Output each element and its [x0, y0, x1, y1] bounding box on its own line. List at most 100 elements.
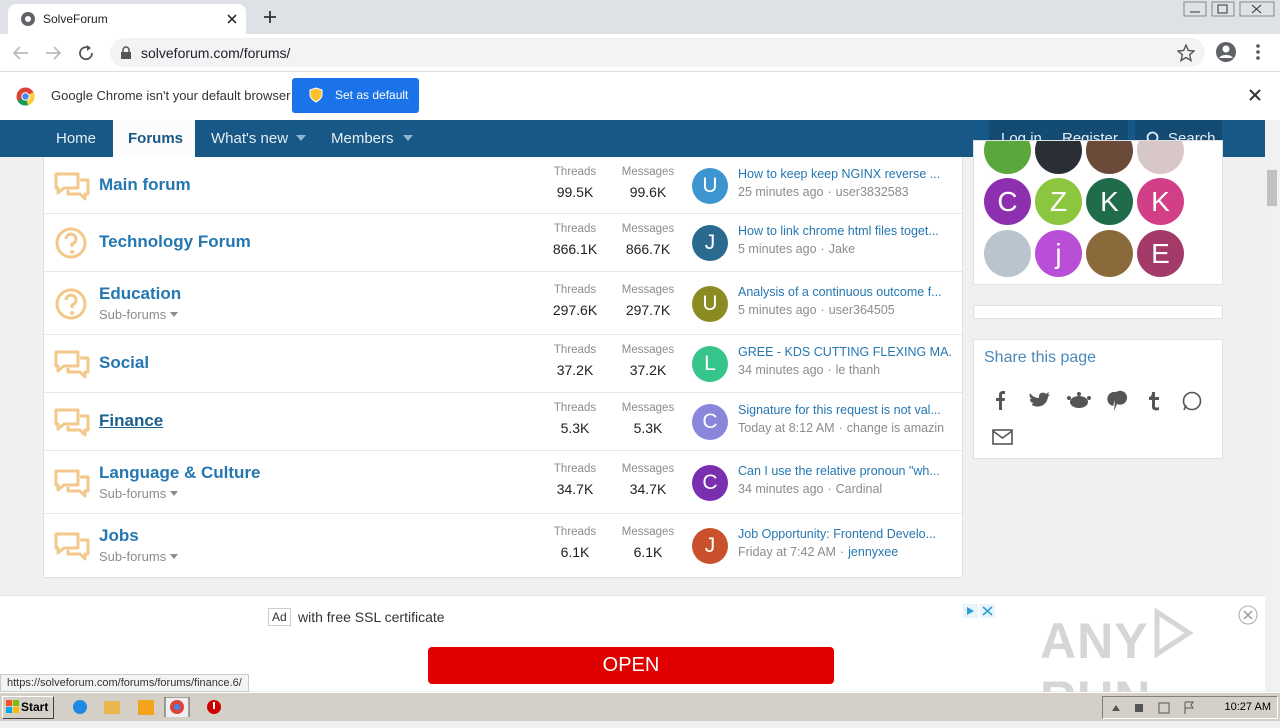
avatar[interactable]: [1086, 141, 1133, 174]
window-controls[interactable]: [1180, 0, 1280, 18]
latest-thread[interactable]: How to keep keep NGINX reverse ...: [738, 166, 941, 181]
forum-icon: [54, 469, 90, 497]
share-icons[interactable]: [992, 390, 1202, 448]
avatar[interactable]: U: [692, 285, 728, 322]
avatar-image[interactable]: [984, 230, 1031, 277]
avatar[interactable]: E: [1137, 230, 1184, 277]
ad-button[interactable]: OPEN: [428, 647, 834, 684]
nav-buttons[interactable]: [12, 44, 96, 62]
forum-title[interactable]: Main forum: [99, 174, 191, 194]
latest-time[interactable]: Today at 8:12 AM: [738, 421, 835, 435]
avatar[interactable]: [1137, 141, 1184, 174]
nav-label: Forums: [128, 130, 184, 147]
toolbar: solveforum.com/forums/: [0, 34, 1280, 72]
forum-title[interactable]: Social: [99, 353, 150, 372]
latest-user[interactable]: user3832583: [835, 184, 909, 199]
latest-time[interactable]: 5 minutes ago: [738, 302, 817, 317]
forum-title[interactable]: Jobs: [99, 525, 139, 545]
avatar[interactable]: [984, 141, 1031, 174]
messages-count: 5.3K: [633, 420, 663, 436]
latest-thread[interactable]: Signature for this request is not val...: [738, 403, 941, 417]
share-box: Share this page: [973, 339, 1223, 459]
messages-label: Messages: [621, 223, 675, 235]
avatar[interactable]: J: [692, 225, 728, 261]
set-default-button[interactable]: Set as default: [292, 78, 419, 113]
latest-time[interactable]: Friday at 7:42 AM: [738, 544, 836, 559]
threads-count: 37.2K: [556, 362, 594, 378]
avatar[interactable]: C: [692, 464, 728, 501]
tab-close[interactable]: [226, 13, 238, 25]
quick-launch[interactable]: [70, 697, 230, 717]
start-button[interactable]: Start: [2, 696, 54, 719]
latest-thread[interactable]: How to link chrome html files toget...: [738, 224, 939, 238]
avatar[interactable]: J: [692, 527, 728, 564]
messages-label: Messages: [621, 283, 675, 296]
latest-user[interactable]: Jake: [828, 242, 856, 256]
forum-row: Education Sub-forums Threads 297.6K Messages…: [44, 272, 962, 335]
nav-item[interactable]: Members: [331, 130, 394, 147]
subforums-toggle[interactable]: Sub-forums: [99, 306, 179, 322]
threads-label: Threads: [553, 402, 597, 414]
nav-item[interactable]: Home: [56, 130, 97, 147]
latest-user[interactable]: change is amazin: [846, 421, 945, 435]
forum-title[interactable]: Technology Forum: [99, 232, 251, 251]
nav-item[interactable]: What's new: [211, 130, 289, 147]
bookmark-star[interactable]: [1177, 44, 1195, 62]
forum-title[interactable]: Language & Culture: [99, 462, 261, 482]
latest-thread[interactable]: Can I use the relative pronoun "wh...: [738, 463, 940, 478]
new-tab[interactable]: [262, 9, 278, 25]
threads-count: 6.1K: [560, 543, 590, 560]
messages-count: 297.7K: [625, 301, 671, 318]
separator: ·: [820, 302, 825, 317]
watermark-play: [1154, 607, 1194, 659]
latest-thread[interactable]: Analysis of a continuous outcome f...: [738, 284, 942, 299]
latest-user[interactable]: jennyxee: [848, 544, 899, 559]
forum-title[interactable]: Education: [99, 283, 182, 303]
avatar[interactable]: K: [1086, 178, 1133, 225]
latest-meta: Friday at 7:42 AM · jennyxee: [738, 545, 956, 559]
latest-user[interactable]: le thanh: [835, 363, 881, 377]
subforums-toggle[interactable]: Sub-forums: [99, 549, 179, 564]
avatar[interactable]: C: [692, 404, 728, 440]
nav-item-active[interactable]: Forums: [113, 120, 195, 157]
avatar[interactable]: U: [692, 167, 728, 204]
subforums-label: Sub-forums: [99, 306, 167, 322]
latest-thread[interactable]: Job Opportunity: Frontend Develo...: [738, 526, 937, 541]
ad-badge: Ad: [268, 608, 291, 626]
ad-close[interactable]: [1238, 605, 1258, 625]
ad-text: with free SSL certificate: [298, 609, 445, 625]
latest-time[interactable]: 25 minutes ago: [738, 184, 824, 199]
messages-label: Messages: [621, 402, 675, 414]
latest-time[interactable]: 5 minutes ago: [738, 242, 817, 256]
latest-user[interactable]: Cardinal: [835, 481, 883, 496]
profile-menu[interactable]: [1215, 41, 1265, 63]
tray-icons[interactable]: [1109, 701, 1199, 715]
forum-title[interactable]: Finance: [99, 411, 164, 430]
latest-time[interactable]: 34 minutes ago: [738, 481, 824, 496]
avatar[interactable]: C: [984, 178, 1031, 225]
messages-label: Messages: [621, 462, 675, 475]
ad-choices[interactable]: [963, 604, 995, 618]
avatar[interactable]: K: [1137, 178, 1184, 225]
forum-row: Technology Forum Threads 866.1K Messages 866…: [44, 214, 962, 272]
omnibox[interactable]: solveforum.com/forums/: [110, 38, 1205, 67]
taskbar: Start 10:27 AM: [0, 692, 1280, 721]
infobar: Google Chrome isn't your default browser…: [0, 72, 1280, 121]
infobar-close[interactable]: [1249, 89, 1261, 101]
separator: ·: [827, 481, 832, 496]
latest-time[interactable]: 34 minutes ago: [738, 363, 824, 377]
tab[interactable]: SolveForum: [8, 4, 246, 34]
avatar-image[interactable]: [1086, 230, 1133, 277]
threads-label: Threads: [553, 223, 597, 235]
scrollbar[interactable]: [1265, 120, 1280, 690]
scroll-thumb[interactable]: [1267, 170, 1277, 206]
subforums-toggle[interactable]: Sub-forums: [99, 486, 179, 501]
avatar[interactable]: L: [692, 346, 728, 382]
threads-count: 99.5K: [556, 183, 594, 200]
avatar[interactable]: Z: [1035, 178, 1082, 225]
avatar[interactable]: j: [1035, 230, 1082, 277]
windows-logo: [6, 700, 19, 713]
latest-user[interactable]: user364505: [828, 302, 895, 317]
latest-thread[interactable]: GREE - KDS CUTTING FLEXING MA...: [738, 345, 953, 359]
avatar[interactable]: [1035, 141, 1082, 174]
